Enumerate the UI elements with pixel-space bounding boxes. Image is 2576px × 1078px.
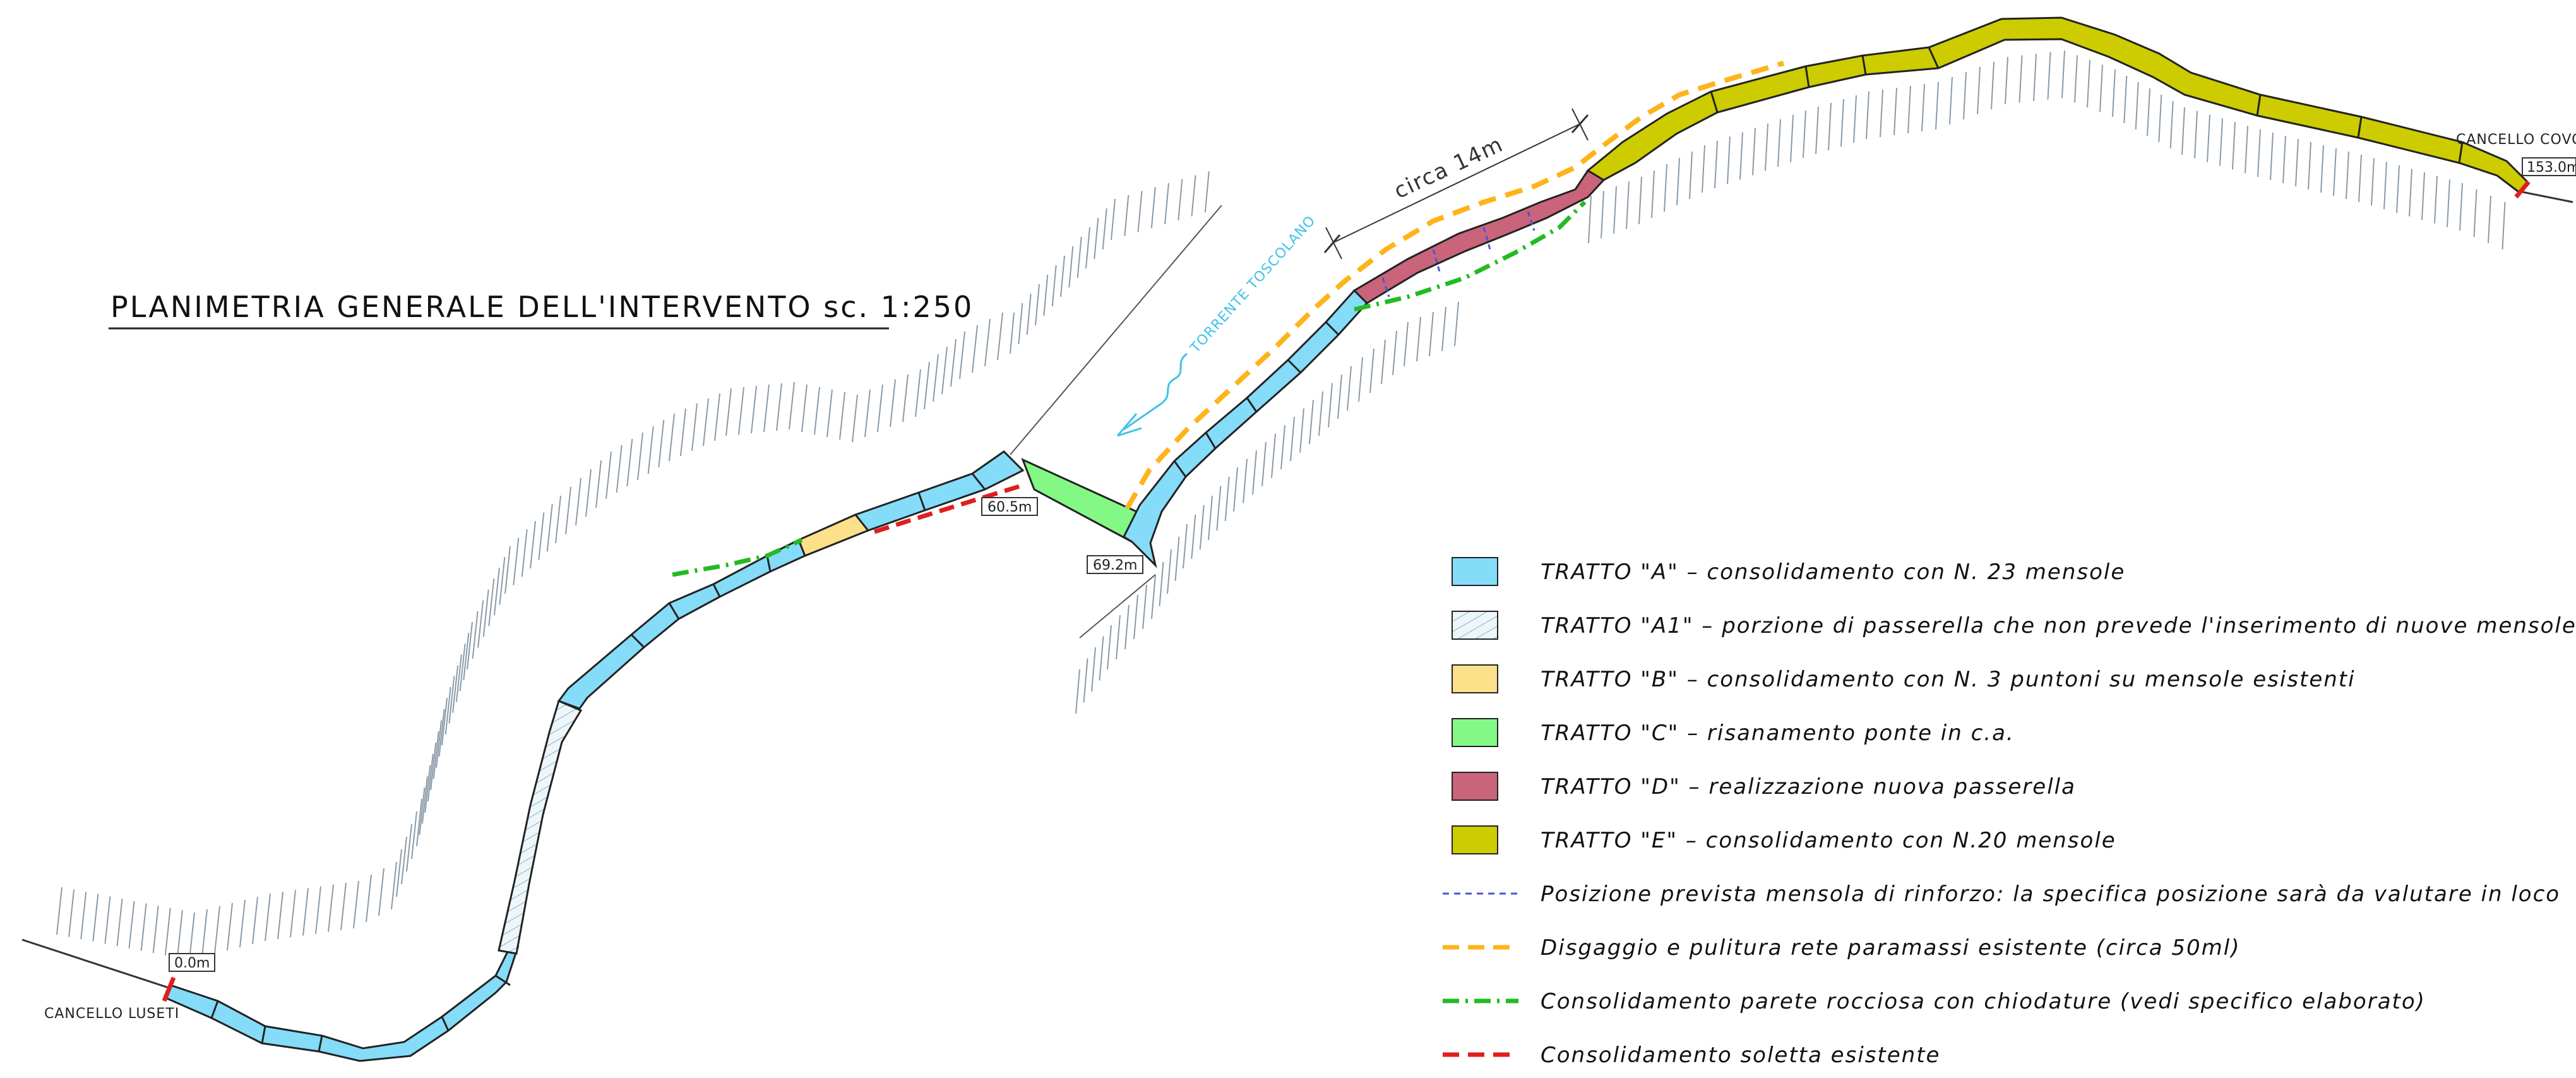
legend-text-tratto-e: TRATTO "E" – consolidamento con N.20 men…	[1541, 828, 2116, 853]
legend-item-tratto-a: TRATTO "A" – consolidamento con N. 23 me…	[1452, 557, 2125, 586]
tratto-a-segment-1	[164, 945, 520, 1062]
svg-text:60.5m: 60.5m	[987, 500, 1032, 515]
legend-item-disgaggio: Disgaggio e pulitura rete paramassi esis…	[1443, 935, 2241, 961]
legend-text-tratto-c: TRATTO "C" – risanamento ponte in c.a.	[1541, 721, 2015, 746]
svg-text:153.0m: 153.0m	[2527, 160, 2576, 176]
river-bank-east	[1079, 574, 1156, 638]
chiodature-line-left	[672, 537, 803, 577]
legend-item-tratto-e: TRATTO "E" – consolidamento con N.20 men…	[1452, 825, 2116, 854]
legend-text-mensola: Posizione prevista mensola di rinforzo: …	[1541, 882, 2560, 907]
river-bank-west	[1010, 205, 1222, 455]
rock-hatching-bridge	[1010, 171, 1459, 714]
access-road-start	[21, 938, 171, 990]
tratto-a1-segment	[498, 699, 583, 955]
svg-text:0.0m: 0.0m	[174, 955, 210, 971]
disgaggio-line	[1124, 61, 1785, 510]
svg-text:69.2m: 69.2m	[1093, 558, 1137, 573]
walkway	[162, 16, 2531, 1062]
distance-box-bridge-east: 69.2m	[1087, 555, 1143, 574]
legend-swatch-tratto-a	[1452, 557, 1498, 586]
tratto-c-bridge	[1021, 458, 1138, 544]
chiodature-line-right	[1354, 200, 1587, 312]
tratto-a-segment-4	[1123, 289, 1369, 568]
distance-box-end: 153.0m	[2522, 157, 2576, 176]
river-flow-arrowhead	[1116, 413, 1142, 437]
legend-item-soletta: Consolidamento soletta esistente	[1443, 1043, 1940, 1068]
legend-text-chiodature: Consolidamento parete rocciosa con chiod…	[1541, 989, 2426, 1014]
legend-item-tratto-a1: TRATTO "A1" – porzione di passerella che…	[1452, 611, 2576, 640]
start-marker	[162, 976, 176, 1002]
legend-item-mensola: Posizione prevista mensola di rinforzo: …	[1443, 882, 2560, 907]
distance-box-start: 0.0m	[169, 953, 215, 972]
gate-end-label: CANCELLO COVOL	[2456, 132, 2576, 148]
legend-text-tratto-b: TRATTO "B" – consolidamento con N. 3 pun…	[1541, 667, 2356, 692]
drawing-title: PLANIMETRIA GENERALE DELL'INTERVENTO sc.…	[110, 290, 974, 324]
legend-item-tratto-c: TRATTO "C" – risanamento ponte in c.a.	[1452, 718, 2015, 747]
rock-hatching-right	[1588, 50, 2506, 250]
rock-hatching-left	[56, 312, 1003, 961]
legend-swatch-tratto-b	[1452, 664, 1498, 693]
legend-item-tratto-d: TRATTO "D" – realizzazione nuova passere…	[1452, 772, 2076, 801]
tratto-e-segment	[1586, 16, 2531, 195]
tratto-b-segment	[797, 513, 870, 557]
gate-start-label: CANCELLO LUSETI	[44, 1006, 179, 1022]
legend-swatch-tratto-a1	[1452, 611, 1498, 640]
legend-item-chiodature: Consolidamento parete rocciosa con chiod…	[1443, 989, 2426, 1014]
soletta-line	[873, 484, 1021, 534]
legend-text-disgaggio: Disgaggio e pulitura rete paramassi esis…	[1541, 935, 2241, 961]
tratto-a-segment-3	[854, 450, 1025, 532]
legend: TRATTO "A" – consolidamento con N. 23 me…	[1443, 557, 2576, 1068]
legend-text-tratto-a: TRATTO "A" – consolidamento con N. 23 me…	[1541, 560, 2125, 585]
legend-swatch-tratto-d	[1452, 772, 1498, 801]
legend-text-tratto-d: TRATTO "D" – realizzazione nuova passere…	[1541, 774, 2076, 800]
distance-box-bridge-west: 60.5m	[981, 497, 1038, 516]
legend-swatch-tratto-c	[1452, 718, 1498, 747]
river-label: TORRENTE TOSCOLANO	[1187, 213, 1319, 357]
access-road-end	[2519, 190, 2573, 203]
legend-item-tratto-b: TRATTO "B" – consolidamento con N. 3 pun…	[1452, 664, 2356, 693]
tratto-d-segment	[1352, 169, 1606, 304]
end-marker	[2514, 180, 2531, 199]
legend-text-soletta: Consolidamento soletta esistente	[1541, 1043, 1940, 1068]
mensole-ticks	[210, 47, 2464, 1052]
mensola-lines	[1381, 211, 1535, 297]
legend-swatch-tratto-e	[1452, 825, 1498, 854]
river-flow-line	[1123, 352, 1188, 431]
legend-text-tratto-a1: TRATTO "A1" – porzione di passerella che…	[1541, 613, 2576, 638]
